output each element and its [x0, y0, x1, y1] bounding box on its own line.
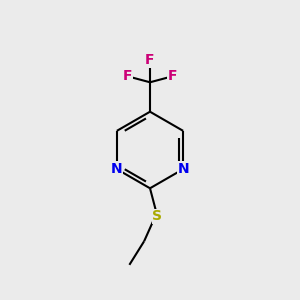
Text: F: F	[145, 53, 155, 67]
Text: F: F	[167, 69, 177, 83]
Text: S: S	[152, 209, 162, 223]
Text: N: N	[111, 162, 123, 176]
Text: N: N	[177, 162, 189, 176]
Text: F: F	[123, 69, 133, 83]
